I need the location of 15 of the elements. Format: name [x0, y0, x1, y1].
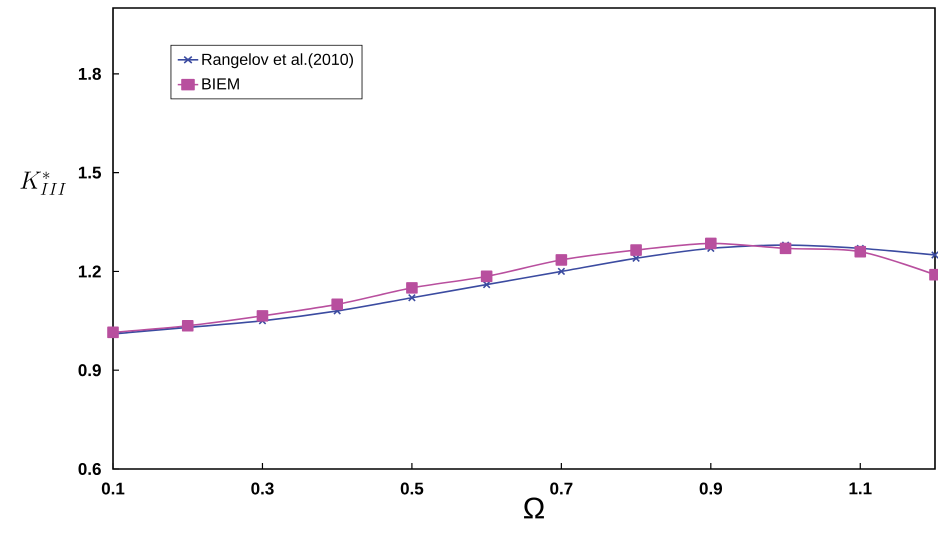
x-tick-label: 0.5 [400, 482, 424, 495]
y-tick-label: 1.2 [78, 265, 101, 278]
legend-label: Rangelov et al.(2010) [202, 53, 353, 68]
y-tick-label: 1.5 [78, 166, 102, 179]
y-tick-label: 0.6 [78, 462, 101, 476]
legend-label: BIEM [202, 78, 239, 90]
x-axis-title: Ω [524, 497, 544, 518]
x-tick-label: 0.7 [550, 482, 572, 495]
y-tick-label: 0.9 [78, 364, 101, 376]
x-tick-label: 0.3 [251, 482, 274, 495]
y-axis-title: $K^{*}_{III}$ [20, 172, 66, 195]
y-tick-label: 1.8 [78, 68, 101, 80]
x-tick-label: 0.1 [102, 482, 124, 495]
x-tick-label: 1.1 [850, 482, 872, 494]
x-tick-label: 0.9 [700, 482, 722, 495]
